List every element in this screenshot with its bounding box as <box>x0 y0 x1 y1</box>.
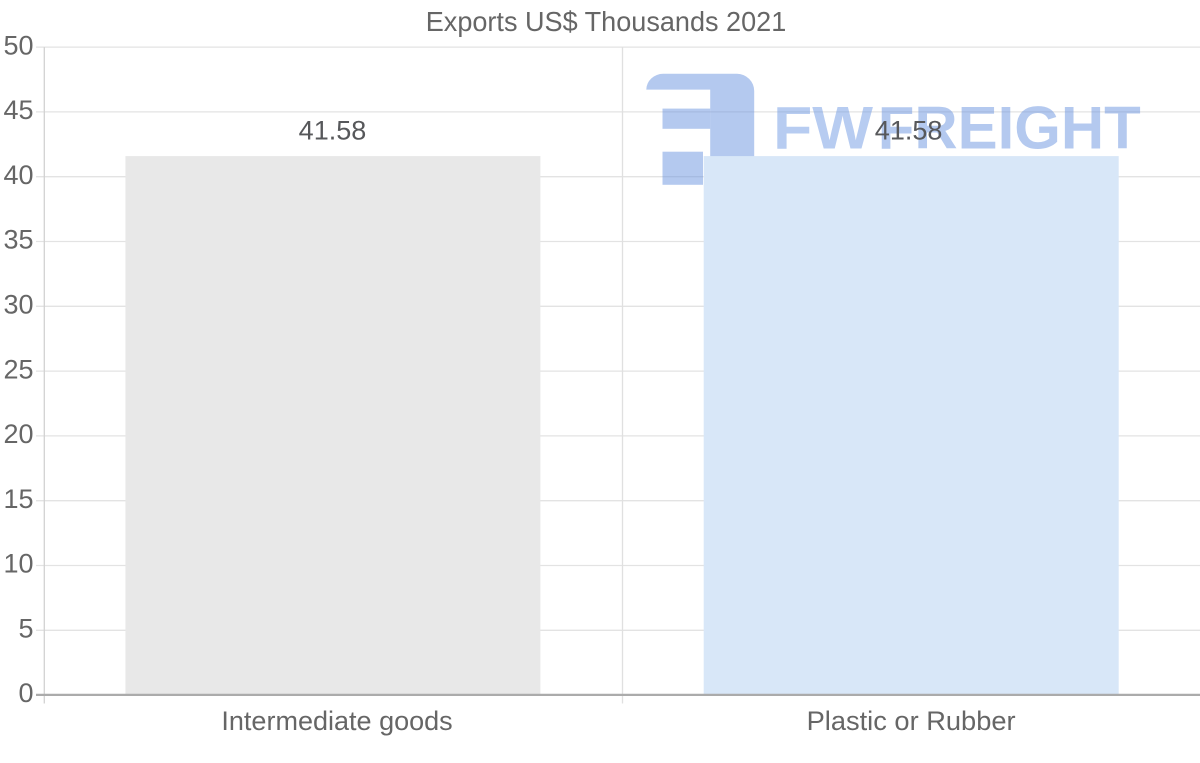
svg-text:40: 40 <box>3 160 33 190</box>
svg-text:45: 45 <box>3 95 33 125</box>
svg-text:30: 30 <box>3 290 33 320</box>
svg-text:Plastic or Rubber: Plastic or Rubber <box>807 706 1016 736</box>
svg-text:5: 5 <box>18 614 33 644</box>
svg-text:41.58: 41.58 <box>299 116 367 146</box>
svg-text:35: 35 <box>3 225 33 255</box>
svg-text:FREIGHT: FREIGHT <box>878 94 1141 161</box>
svg-text:0: 0 <box>18 678 33 708</box>
svg-text:20: 20 <box>3 419 33 449</box>
svg-text:50: 50 <box>3 30 33 60</box>
svg-text:FW: FW <box>773 94 873 161</box>
svg-text:15: 15 <box>3 484 33 514</box>
svg-text:Intermediate goods: Intermediate goods <box>221 706 452 736</box>
svg-text:25: 25 <box>3 354 33 384</box>
svg-text:10: 10 <box>3 549 33 579</box>
svg-text:41.58: 41.58 <box>875 116 943 146</box>
svg-text:Exports US$ Thousands 2021: Exports US$ Thousands 2021 <box>426 6 787 37</box>
